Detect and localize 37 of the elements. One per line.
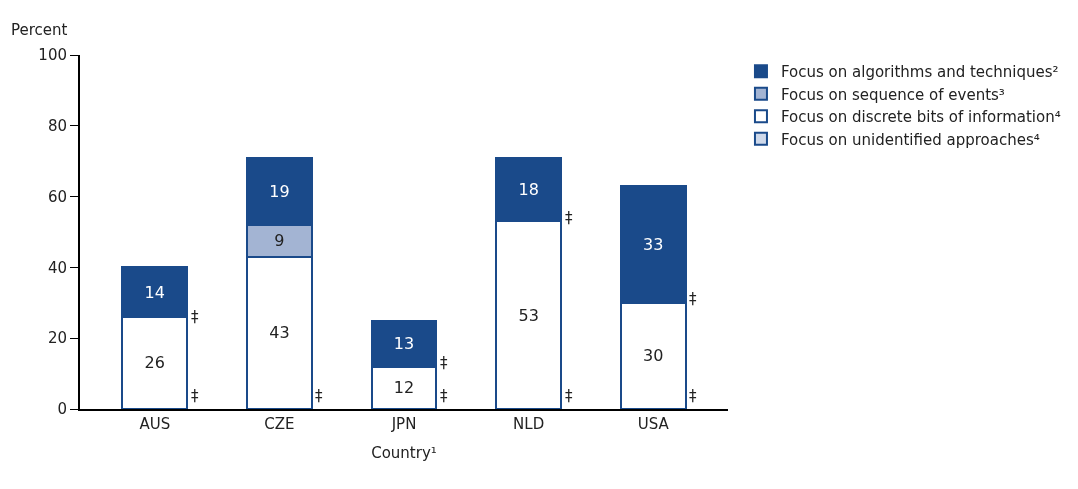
y-tick-label: 0	[57, 400, 67, 419]
legend-label: Focus on unidentified approaches⁴	[780, 130, 1040, 149]
x-axis-title: Country¹	[371, 443, 437, 462]
data-label: 33	[643, 234, 664, 254]
data-label: 12	[393, 378, 415, 398]
y-tick-label: 100	[38, 46, 67, 65]
y-axis-title: Percent	[11, 21, 68, 39]
data-label: 18	[518, 180, 539, 200]
x-tick-label: AUS	[139, 415, 171, 433]
x-tick-label: JPN	[390, 415, 417, 433]
data-label: 14	[144, 282, 165, 302]
annotation: ‡	[689, 387, 697, 405]
annotation: ‡	[315, 387, 323, 405]
y-tick-label: 40	[47, 258, 67, 277]
data-label: 13	[393, 334, 415, 354]
legend-label: Focus on discrete bits of information⁴	[780, 108, 1061, 127]
legend-label: Focus on sequence of events³	[780, 85, 1005, 104]
annotation: ‡	[191, 387, 199, 405]
data-label: 43	[269, 323, 290, 343]
annotation: ‡	[191, 308, 199, 326]
y-tick-label: 80	[47, 117, 67, 136]
y-tick-label: 60	[47, 187, 67, 206]
x-tick-label: NLD	[513, 415, 545, 433]
y-tick-label: 20	[47, 329, 67, 348]
x-tick-label: CZE	[264, 415, 295, 433]
annotation: ‡	[565, 387, 573, 405]
annotation: ‡	[440, 354, 448, 372]
annotation: ‡	[440, 387, 448, 405]
data-label: 9	[274, 231, 285, 251]
annotation: ‡	[689, 290, 697, 308]
data-label: 26	[144, 353, 165, 373]
legend-label: Focus on algorithms and techniques²	[780, 63, 1059, 82]
data-label: 53	[518, 305, 539, 325]
data-label: 30	[643, 346, 664, 366]
x-tick-label: USA	[637, 415, 670, 433]
data-label: 19	[269, 181, 290, 201]
annotation: ‡	[565, 209, 573, 227]
